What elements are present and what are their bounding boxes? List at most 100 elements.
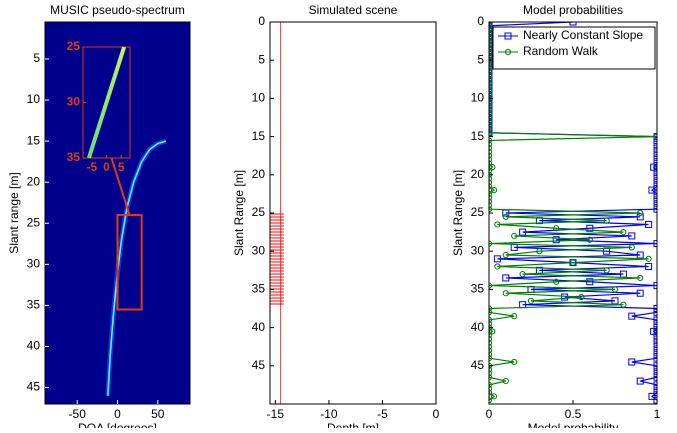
marker — [489, 129, 493, 136]
marker — [645, 255, 652, 262]
marker — [653, 205, 657, 213]
marker — [489, 309, 493, 316]
marker — [653, 385, 657, 393]
inset-y-tick-label: 35 — [67, 150, 81, 164]
marker — [536, 248, 543, 255]
marker — [552, 236, 560, 244]
marker — [489, 53, 493, 60]
x-tick-label: 50 — [151, 407, 165, 421]
marker — [511, 358, 518, 366]
y-tick-label: 25 — [252, 205, 266, 219]
marker — [489, 72, 493, 79]
marker — [489, 64, 493, 71]
marker — [489, 141, 493, 148]
marker — [628, 358, 636, 366]
marker — [648, 186, 656, 194]
marker — [489, 91, 493, 98]
series-line — [489, 22, 657, 401]
y-tick-label: 0 — [477, 14, 484, 28]
marker — [586, 224, 594, 232]
marker — [489, 198, 493, 205]
marker — [569, 22, 577, 26]
marker — [489, 339, 493, 346]
marker — [489, 68, 493, 75]
marker — [653, 350, 657, 358]
marker — [511, 313, 518, 320]
x-axis-label: Depth [m] — [327, 421, 379, 428]
marker — [653, 156, 657, 164]
marker — [489, 83, 493, 91]
x-tick-label: -5 — [377, 407, 388, 421]
inset-y-tick-label: 25 — [67, 39, 81, 53]
legend-marker — [504, 48, 512, 56]
marker — [653, 194, 657, 202]
marker — [489, 374, 493, 381]
marker — [489, 167, 493, 175]
marker — [653, 198, 657, 206]
y-tick-label: 35 — [252, 282, 266, 296]
inset-ridge — [86, 46, 127, 159]
marker — [653, 282, 657, 290]
y-tick-label: 40 — [27, 339, 41, 353]
marker — [489, 164, 496, 171]
y-tick-label: 5 — [477, 52, 484, 66]
marker — [489, 34, 493, 41]
marker — [489, 152, 493, 159]
y-tick-label: 40 — [471, 320, 485, 334]
y-axis-label: Slant range [m] — [7, 172, 21, 253]
marker — [489, 385, 493, 392]
y-tick-label: 20 — [27, 174, 41, 188]
marker — [637, 274, 644, 282]
marker — [494, 221, 501, 228]
y-tick-label: 15 — [27, 133, 41, 147]
x-tick-label: 0.5 — [565, 407, 582, 421]
x-tick-label: -50 — [69, 407, 87, 421]
target — [270, 211, 284, 307]
marker — [620, 229, 627, 236]
marker — [653, 305, 657, 312]
marker — [653, 152, 657, 160]
marker — [489, 194, 493, 201]
plot-area — [270, 22, 436, 404]
y-tick-label: 45 — [27, 380, 41, 394]
axes-background — [270, 22, 436, 404]
marker — [489, 76, 493, 83]
marker — [553, 225, 560, 232]
marker — [636, 377, 644, 385]
marker — [653, 331, 657, 339]
marker — [653, 159, 657, 167]
marker — [653, 171, 657, 179]
marker — [489, 335, 493, 343]
y-tick-label: 10 — [27, 92, 41, 106]
y-tick-label: 10 — [471, 91, 485, 105]
marker — [489, 41, 493, 49]
marker — [578, 293, 585, 301]
legend-marker — [504, 32, 512, 40]
inset-x-tick-label: 5 — [118, 160, 125, 174]
chart-title: Simulated scene — [309, 3, 398, 17]
marker — [489, 137, 493, 144]
marker — [653, 320, 657, 328]
marker — [489, 102, 493, 110]
marker — [489, 118, 493, 125]
zoom-arrow — [110, 157, 131, 216]
marker — [653, 308, 657, 316]
marker — [645, 220, 653, 228]
y-tick-label: 0 — [258, 14, 265, 28]
marker — [611, 286, 619, 293]
y-tick-label: 10 — [252, 91, 266, 105]
marker — [653, 144, 657, 152]
marker — [636, 213, 644, 221]
marker — [653, 366, 657, 374]
marker — [603, 217, 610, 224]
marker — [653, 140, 657, 148]
marker — [489, 114, 493, 121]
y-axis-label: Slant Range [m] — [451, 170, 465, 256]
marker — [489, 30, 493, 37]
chart-title: MUSIC pseudo-spectrum — [50, 3, 185, 17]
marker — [489, 26, 493, 33]
y-tick-label: 20 — [471, 167, 485, 181]
marker — [653, 133, 657, 140]
marker — [489, 282, 493, 289]
legend-label: Nearly Constant Slope — [523, 28, 643, 42]
